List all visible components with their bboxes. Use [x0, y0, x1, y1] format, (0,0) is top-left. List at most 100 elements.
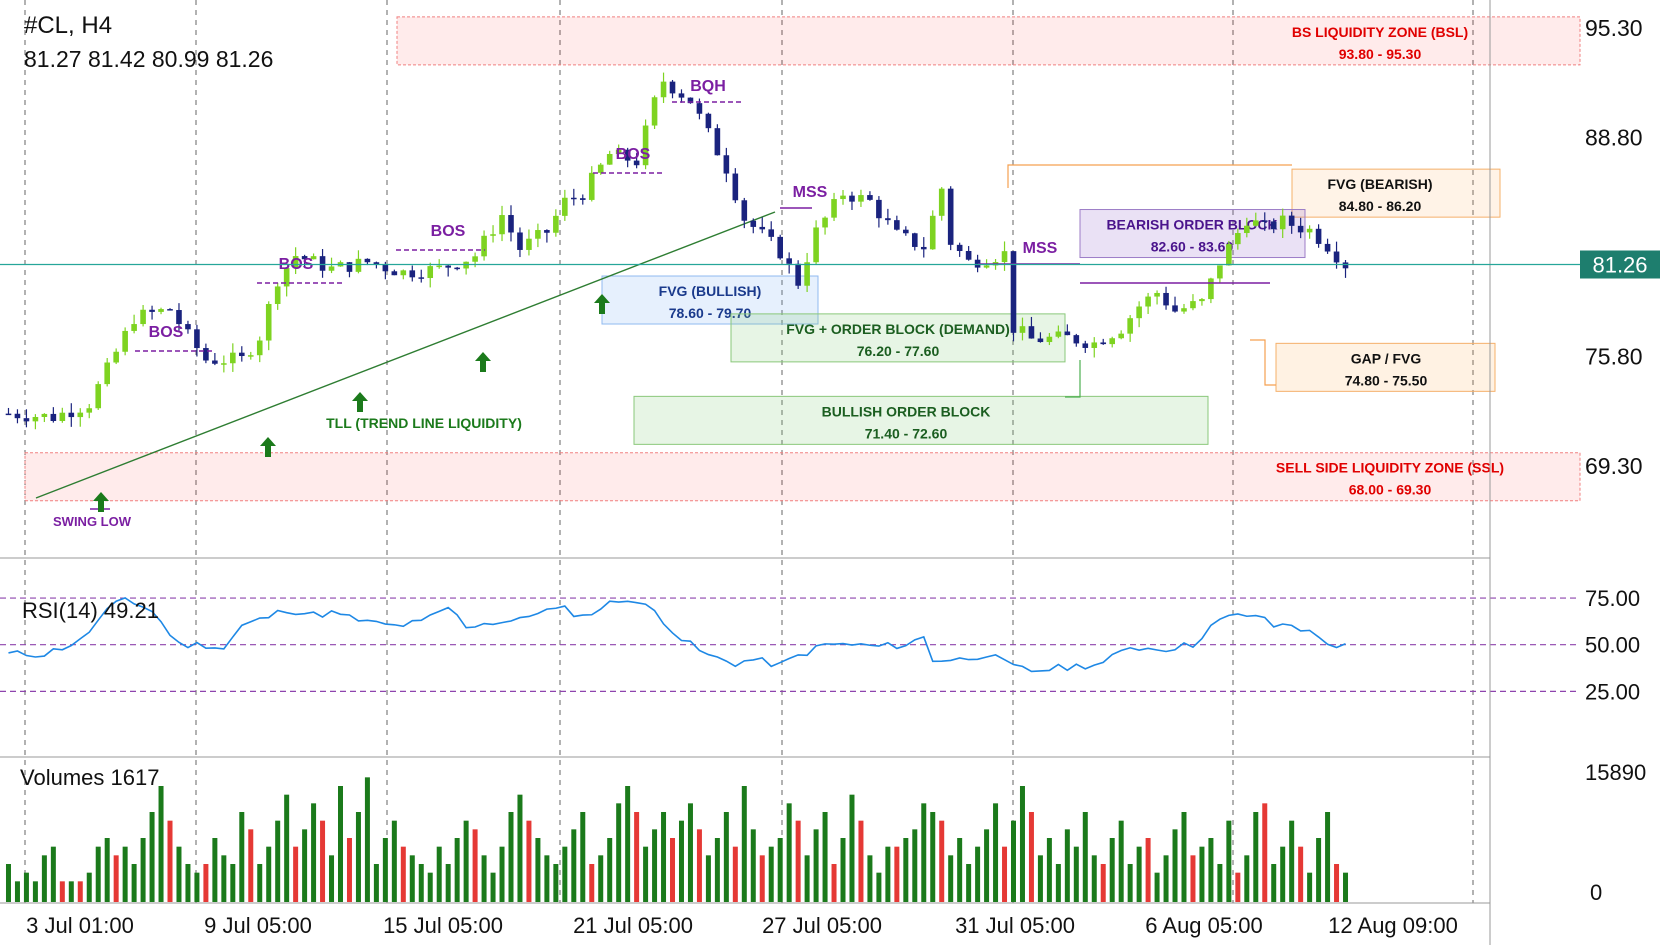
- zone-connector: [1250, 339, 1276, 386]
- mss-label: MSS: [793, 184, 828, 201]
- bull-candle: [86, 408, 93, 413]
- volume-bar-up: [786, 803, 792, 902]
- rsi-tick-label: 75.00: [1585, 586, 1640, 611]
- bear-candle: [579, 198, 586, 200]
- volume-bar-down: [320, 820, 326, 902]
- volume-bar-up: [508, 812, 514, 902]
- up-arrow-icon: [352, 392, 368, 412]
- volume-bar-down: [1100, 864, 1106, 902]
- bull-candle: [1190, 301, 1196, 309]
- bull-candle: [535, 230, 541, 239]
- bear-candle: [149, 309, 155, 312]
- up-arrow-icon: [594, 294, 610, 314]
- bear-candle: [759, 226, 766, 230]
- up-arrow-icon: [93, 492, 109, 512]
- bull-candle: [32, 416, 39, 422]
- volume-bar-up: [239, 812, 245, 902]
- symbol-title: #CL, H4: [24, 12, 113, 39]
- volume-bar-up: [723, 812, 729, 902]
- bear-candle: [911, 233, 918, 247]
- bear-candle: [687, 97, 694, 104]
- last-price-label: 81.26: [1592, 253, 1647, 278]
- volume-bar-down: [472, 829, 478, 902]
- bear-candle: [167, 309, 173, 311]
- volume-bar-down: [248, 829, 254, 902]
- volume-bar-down: [1262, 803, 1268, 902]
- volume-bar-up: [517, 794, 523, 902]
- bull-candle: [41, 413, 48, 417]
- volume-bar-up: [741, 786, 747, 902]
- rsi-tick-label: 25.00: [1585, 679, 1640, 704]
- bear-candle: [1163, 292, 1169, 306]
- volume-bar-up: [625, 786, 631, 902]
- volume-tick-label: 0: [1590, 880, 1602, 905]
- zone-label: FVG (BEARISH): [1328, 176, 1433, 192]
- bear-candle: [508, 215, 514, 233]
- trend-line: [35, 211, 776, 499]
- volume-bar-up: [993, 803, 999, 902]
- bear-candle: [1082, 343, 1089, 348]
- volume-bar-down: [1028, 812, 1034, 902]
- bear-candle: [1342, 262, 1349, 269]
- volume-bar-up: [921, 803, 927, 902]
- bqh-label: BQH: [690, 78, 726, 95]
- bear-candle: [723, 155, 730, 174]
- volume-bar-up: [1163, 855, 1169, 902]
- volume-bar-up: [1181, 812, 1187, 902]
- zone-range: 71.40 - 72.60: [865, 425, 948, 441]
- bull-candle: [481, 235, 487, 257]
- volume-bar-up: [1199, 846, 1205, 902]
- rsi-tick-label: 50.00: [1585, 633, 1640, 658]
- bear-candle: [777, 236, 783, 259]
- bull-candle: [1226, 244, 1232, 266]
- up-arrow-icon: [260, 437, 276, 457]
- volume-bar-up: [149, 812, 155, 902]
- bear-candle: [795, 263, 801, 286]
- volume-bar-up: [221, 855, 227, 902]
- volume-bar-up: [463, 820, 469, 902]
- volume-bar-up: [257, 864, 263, 902]
- bear-candle: [786, 258, 792, 264]
- volume-bar-up: [95, 846, 101, 902]
- volume-bar-up: [1280, 846, 1286, 902]
- volume-bar-up: [912, 829, 918, 902]
- volume-bar-up: [1217, 864, 1223, 902]
- bull-candle: [1145, 296, 1151, 307]
- zones-layer: BS LIQUIDITY ZONE (BSL) 93.80 - 95.30 FVG …: [24, 16, 1581, 502]
- volume-bar-up: [14, 881, 20, 902]
- volume-bar-up: [23, 872, 29, 902]
- bull-candle: [499, 215, 505, 235]
- zone-label: BS LIQUIDITY ZONE (BSL): [1292, 24, 1468, 40]
- volume-bar-up: [1343, 872, 1349, 902]
- volume-bar-up: [1082, 812, 1088, 902]
- zone-box: [24, 452, 1581, 502]
- bull-candle: [822, 217, 828, 228]
- volume-bar-up: [598, 855, 604, 902]
- zone-connector: [1007, 164, 1292, 188]
- volume-bar-up: [481, 855, 487, 902]
- volume-bar-up: [849, 794, 855, 902]
- zone-label: FVG (BULLISH): [659, 283, 762, 299]
- volume-bar-up: [966, 864, 972, 902]
- volume-bar-up: [930, 812, 936, 902]
- zone-range: 74.80 - 75.50: [1345, 372, 1428, 388]
- bear-candle: [364, 258, 371, 263]
- bull-candle: [1136, 306, 1142, 319]
- time-tick-label: 31 Jul 05:00: [955, 913, 1075, 938]
- volume-bar-down: [670, 838, 676, 902]
- volume-bar-down: [1145, 838, 1151, 902]
- price-tick-label: 69.30: [1585, 453, 1643, 479]
- volume-bar-up: [1208, 838, 1214, 902]
- bull-candle: [1127, 318, 1133, 334]
- candles-layer: [5, 72, 1349, 430]
- volume-bar-up: [266, 846, 272, 902]
- volume-bar-up: [1172, 829, 1178, 902]
- time-gridlines: [24, 0, 1474, 903]
- bull-candle: [858, 195, 864, 202]
- bull-candle: [1306, 228, 1313, 233]
- bear-candle: [1028, 326, 1035, 339]
- volume-bar-up: [661, 812, 667, 902]
- bull-candle: [59, 412, 66, 422]
